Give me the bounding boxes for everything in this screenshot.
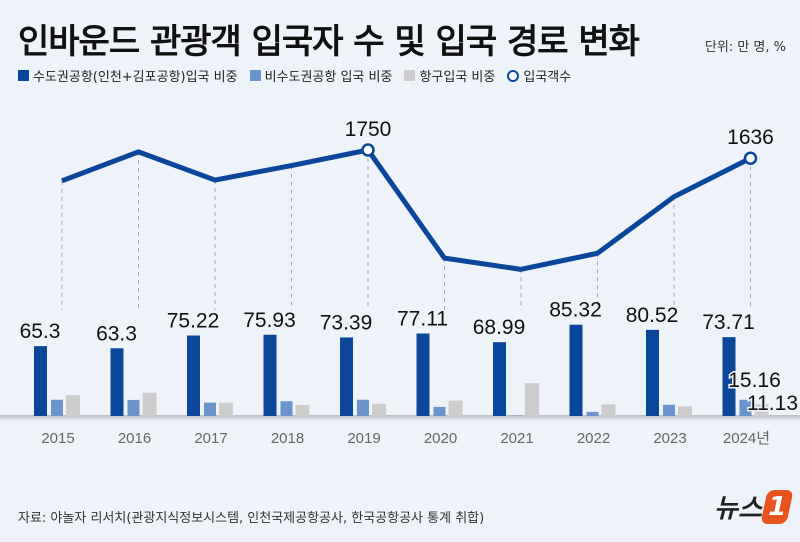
data-label-metro: 65.3: [20, 320, 61, 343]
data-label-port: 11.13: [747, 392, 798, 415]
bar-regional: [357, 399, 369, 416]
data-label-metro: 73.71: [702, 311, 755, 334]
bar-regional: [127, 399, 140, 416]
bar-port: [678, 406, 692, 416]
data-label-metro: 73.39: [320, 311, 373, 334]
data-label-metro: 80.52: [626, 304, 679, 327]
data-label-metro: 63.3: [96, 322, 137, 345]
bar-metro: [340, 337, 353, 416]
legend-swatch: [18, 70, 29, 81]
legend-item-port: 항구입국 비중: [404, 66, 495, 85]
x-tick-label: 2022: [577, 430, 610, 447]
x-tick-label: 2021: [500, 430, 533, 447]
visitors-data-label: 1750: [345, 118, 392, 141]
bar-metro: [263, 334, 277, 416]
data-label-metro: 85.32: [549, 299, 602, 322]
bar-metro: [569, 324, 583, 416]
bar-metro: [110, 348, 124, 416]
legend-label: 수도권공항(인천+김포공항)입국 비중: [33, 70, 238, 85]
x-tick-label: 2023: [653, 430, 686, 447]
data-label-metro: 75.22: [167, 310, 220, 333]
visitors-line: [61, 147, 752, 272]
legend-label: 항구입국 비중: [419, 70, 496, 85]
bar-metro: [416, 333, 430, 416]
bar-port: [295, 404, 310, 416]
chart-area: 65.3 2015 63.3 2016 75.22 2017 75.93 2018 73.39 2…: [0, 118, 800, 447]
unit-label: 단위: 만 명, %: [704, 40, 786, 55]
legend-item-visitors: 입국객수: [507, 66, 571, 85]
x-tick-label: 2019: [347, 430, 380, 447]
bar-port: [66, 395, 80, 416]
legend-item-regional-airport: 비수도권공항 입국 비중: [249, 66, 393, 85]
data-label-metro: 75.93: [243, 309, 296, 332]
source-note: 자료: 야놀자 리서치(관광지식정보시스템, 인천국제공항공사, 한국공항공사 …: [18, 511, 485, 526]
bar-regional: [51, 399, 63, 416]
visitors-point-marker: [361, 143, 375, 157]
x-tick-label: 2024년: [723, 430, 770, 447]
bar-port: [601, 404, 616, 416]
bar-metro: [722, 337, 736, 416]
bar-regional: [433, 406, 446, 416]
bar-regional: [739, 399, 752, 416]
bar-port: [219, 402, 233, 416]
bar-regional: [280, 401, 293, 416]
chart-title: 인바운드 관광객 입국자 수 및 입국 경로 변화: [18, 22, 640, 62]
x-tick-label: 2017: [194, 430, 227, 447]
x-tick-label: 2020: [424, 430, 457, 447]
bar-port: [448, 400, 463, 416]
legend-label: 입국객수: [523, 70, 572, 85]
visitors-data-label: 1636: [727, 126, 774, 149]
bar-regional: [663, 404, 675, 416]
legend-swatch: [404, 70, 416, 81]
legend: 수도권공항(인천+김포공항)입국 비중 비수도권공항 입국 비중 항구입국 비중…: [18, 66, 571, 85]
baseline: [0, 415, 800, 421]
bar-metro: [493, 342, 506, 416]
x-tick-label: 2018: [271, 430, 304, 447]
bar-port: [142, 392, 157, 416]
legend-marker: [507, 69, 520, 82]
bar-metro: [646, 329, 659, 416]
bar-regional: [586, 411, 599, 416]
x-tick-label: 2016: [118, 430, 151, 447]
data-label-metro: 77.11: [397, 307, 448, 330]
legend-swatch: [249, 70, 261, 81]
bar-metro: [187, 335, 200, 416]
bar-metro: [34, 346, 47, 416]
data-label-metro: 68.99: [473, 316, 526, 339]
data-label-regional: 15.16: [728, 369, 781, 392]
legend-item-metro-airport: 수도권공항(인천+김포공항)입국 비중: [18, 66, 238, 85]
news1-logo: 뉴스 1: [714, 488, 794, 525]
legend-label: 비수도권공항 입국 비중: [264, 70, 393, 85]
bar-port: [372, 403, 386, 416]
bar-port: [525, 383, 539, 416]
visitors-point-marker: [743, 151, 758, 165]
x-tick-label: 2015: [41, 430, 74, 447]
bar-port: [754, 404, 769, 416]
bar-regional: [204, 402, 216, 416]
